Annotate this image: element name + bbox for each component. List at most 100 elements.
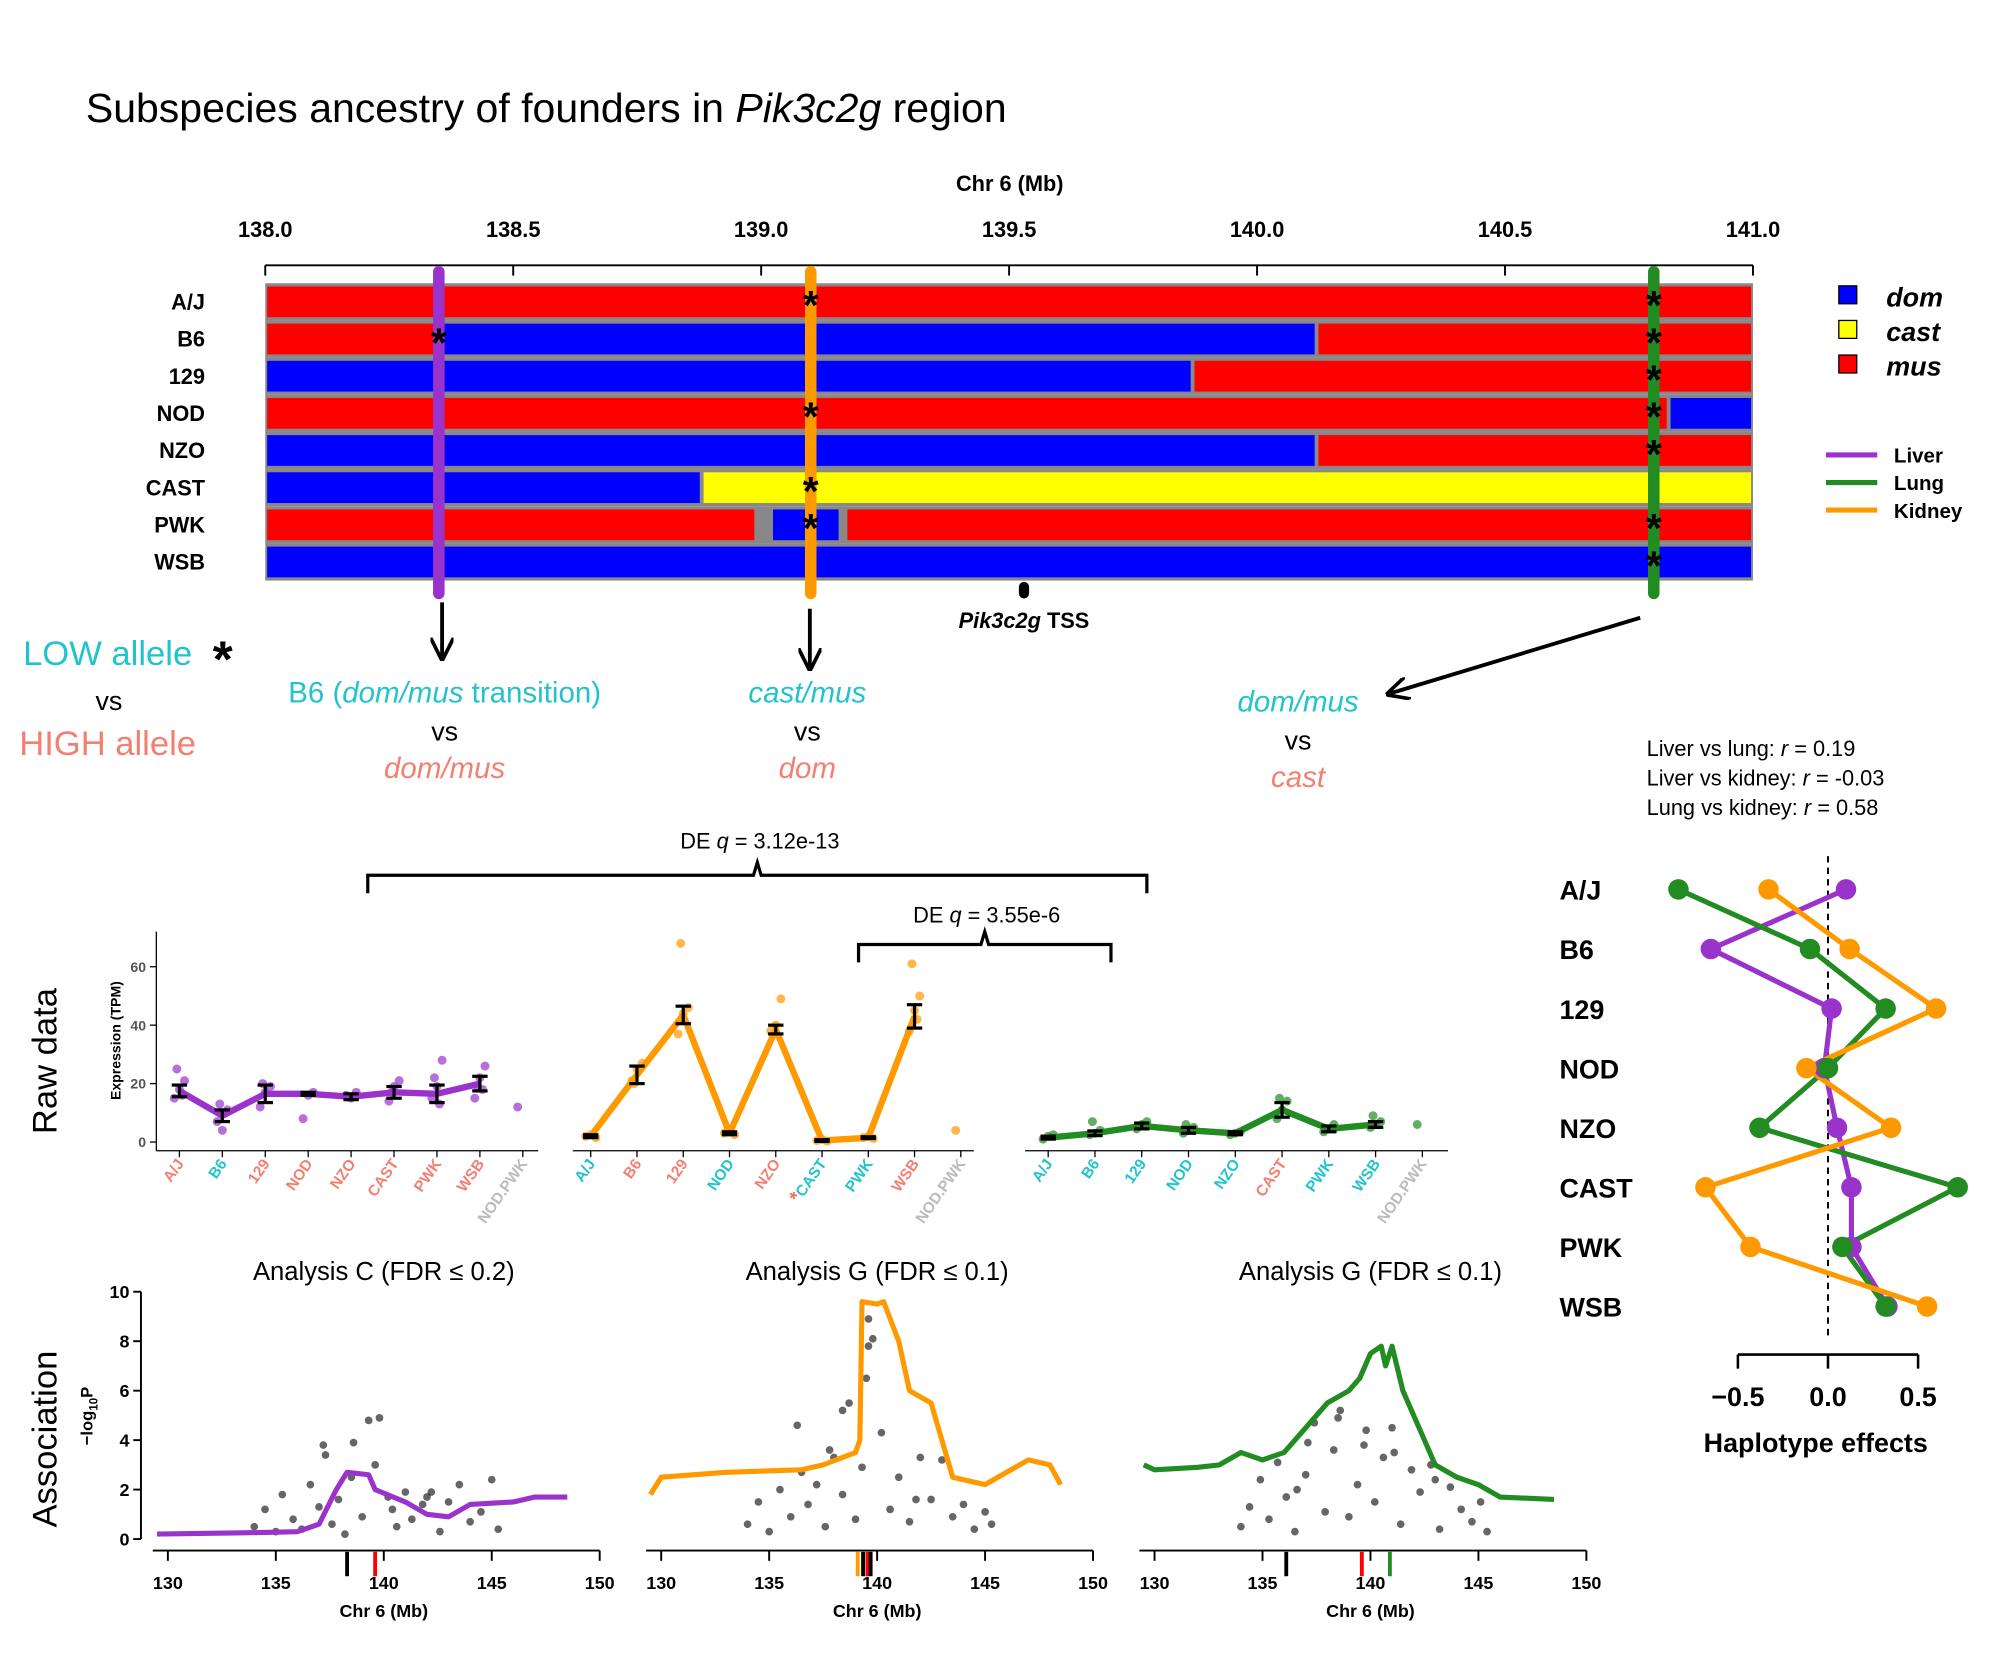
panel-title: Analysis G (FDR ≤ 0.1)	[746, 1258, 1009, 1286]
ancestry-segment	[847, 509, 1752, 541]
ancestry-segment	[267, 435, 1315, 466]
error-bar	[1227, 1130, 1243, 1137]
low-allele-marker: *	[1646, 356, 1662, 402]
error-bar	[721, 1130, 738, 1137]
ancestry-segment	[703, 472, 1752, 504]
x-tick-label: 0.0	[1809, 1382, 1846, 1412]
snp-point	[1476, 1498, 1485, 1506]
snp-point	[261, 1505, 269, 1514]
snp-point	[838, 1406, 847, 1415]
low-allele-marker: *	[1646, 319, 1662, 365]
x-axis-title: Chr 6 (Mb)	[833, 1601, 922, 1621]
association-line	[157, 1469, 568, 1537]
snp-point	[743, 1520, 752, 1529]
vs-label: vs	[95, 686, 122, 716]
sample-point	[394, 1076, 404, 1086]
effect-point	[1875, 1296, 1896, 1317]
snp-point	[864, 1342, 873, 1350]
high-allele-text: dom/mus	[384, 752, 505, 785]
legend-swatch	[1838, 354, 1858, 374]
low-allele-marker: *	[431, 319, 447, 365]
text-part: dom/mus	[342, 676, 463, 709]
error-bar	[814, 1138, 830, 1144]
snp-point	[289, 1515, 297, 1524]
low-allele-marker: *	[1646, 542, 1662, 588]
snp-point	[436, 1527, 444, 1536]
text-part: −log	[77, 1411, 96, 1446]
text-part: P	[77, 1387, 96, 1398]
text-part: = -0.03	[1810, 766, 1884, 791]
strain-label: NOD	[157, 401, 205, 426]
text-part: r	[1804, 795, 1812, 820]
ancestry-segment	[267, 360, 1191, 392]
x-axis-title: Chr 6 (Mb)	[1326, 1601, 1415, 1621]
snp-point	[864, 1315, 873, 1323]
x-tick-label: 139.5	[982, 217, 1036, 242]
x-tick-label: 145	[1463, 1573, 1493, 1593]
x-tick-label: 130	[1140, 1573, 1170, 1593]
ancestry-segment	[267, 397, 1667, 429]
title-text: Subspecies ancestry of founders in	[86, 85, 736, 131]
strain-label: WSB	[154, 550, 205, 575]
effect-point	[1916, 1296, 1938, 1317]
y-tick-label: 4	[119, 1431, 129, 1451]
sample-point	[673, 1029, 683, 1039]
x-axis-title: Chr 6 (Mb)	[339, 1601, 428, 1621]
text-part: DE	[680, 828, 716, 853]
x-tick-label: 140.0	[1230, 217, 1284, 242]
text-part: = 3.12e-13	[729, 828, 840, 853]
text-part: Liver vs lung:	[1647, 736, 1781, 761]
text-part: r	[1803, 766, 1811, 791]
tss-marker	[1018, 581, 1030, 599]
x-tick-label: 150	[1571, 1573, 1601, 1593]
strain-label: CAST	[146, 475, 206, 500]
snp-point	[1345, 1512, 1353, 1521]
y-tick-label: 129	[1559, 995, 1604, 1025]
error-bar	[429, 1083, 445, 1105]
snp-point	[838, 1490, 847, 1499]
strain-label: A/J	[171, 290, 205, 315]
error-bar	[343, 1092, 359, 1102]
panel-title: Analysis G (FDR ≤ 0.1)	[1239, 1258, 1502, 1286]
legend-label: Lung	[1894, 472, 1944, 495]
low-allele-marker: *	[1646, 431, 1662, 477]
correlation-text: Liver vs kidney: r = -0.03	[1647, 766, 1885, 791]
y-tick-label: 20	[130, 1076, 146, 1092]
snp-point	[1353, 1480, 1362, 1489]
x-axis-title: Haplotype effects	[1704, 1428, 1928, 1458]
y-axis-title: Expression (TPM)	[107, 981, 123, 1100]
ancestry-segment	[1670, 397, 1752, 429]
vs-label: vs	[794, 717, 821, 747]
ancestry-segment	[1318, 435, 1752, 466]
sample-point	[676, 938, 686, 948]
error-bar	[257, 1083, 273, 1105]
snp-point	[418, 1500, 427, 1509]
snp-point	[858, 1463, 866, 1472]
snp-point	[1483, 1527, 1491, 1536]
effect-point	[1749, 1117, 1770, 1138]
ancestry-segment	[1194, 360, 1752, 392]
ancestry-segment	[267, 546, 1752, 578]
snp-point	[912, 1495, 920, 1504]
effect-point	[1925, 998, 1947, 1019]
x-tick-label: −0.5	[1711, 1382, 1764, 1412]
snp-point	[371, 1461, 379, 1469]
text-part: cast	[1271, 761, 1327, 794]
snp-point	[825, 1446, 834, 1454]
x-tick-label: 138.0	[238, 217, 292, 242]
snp-point	[1273, 1458, 1282, 1467]
bracket-label: DE q = 3.12e-13	[680, 828, 839, 853]
effect-point	[1695, 1177, 1716, 1198]
ancestry-segment	[267, 323, 437, 355]
x-tick-label: 135	[261, 1573, 291, 1593]
ancestry-segment	[440, 323, 1315, 355]
y-tick-label: 60	[130, 959, 146, 975]
snp-point	[804, 1500, 812, 1509]
snp-point	[321, 1451, 330, 1459]
text-part: 10	[88, 1398, 100, 1411]
x-tick-label: 130	[153, 1573, 183, 1593]
low-allele-marker: *	[803, 505, 819, 551]
error-bar	[1367, 1119, 1384, 1130]
snp-point	[862, 1374, 871, 1383]
correlation-text: Liver vs lung: r = 0.19	[1647, 736, 1856, 761]
